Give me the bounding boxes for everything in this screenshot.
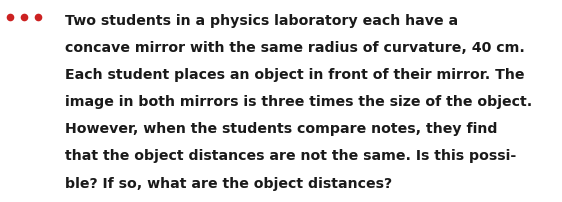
Text: Two students in a physics laboratory each have a: Two students in a physics laboratory eac… [65,14,458,28]
Text: concave mirror with the same radius of curvature, 40 cm.: concave mirror with the same radius of c… [65,41,524,55]
Text: However, when the students compare notes, they find: However, when the students compare notes… [65,122,497,136]
Text: Each student places an object in front of their mirror. The: Each student places an object in front o… [65,68,524,82]
Text: image in both mirrors is three times the size of the object.: image in both mirrors is three times the… [65,95,532,109]
Text: ble? If so, what are the object distances?: ble? If so, what are the object distance… [65,177,392,190]
Text: that the object distances are not the same. Is this possi-: that the object distances are not the sa… [65,149,516,163]
